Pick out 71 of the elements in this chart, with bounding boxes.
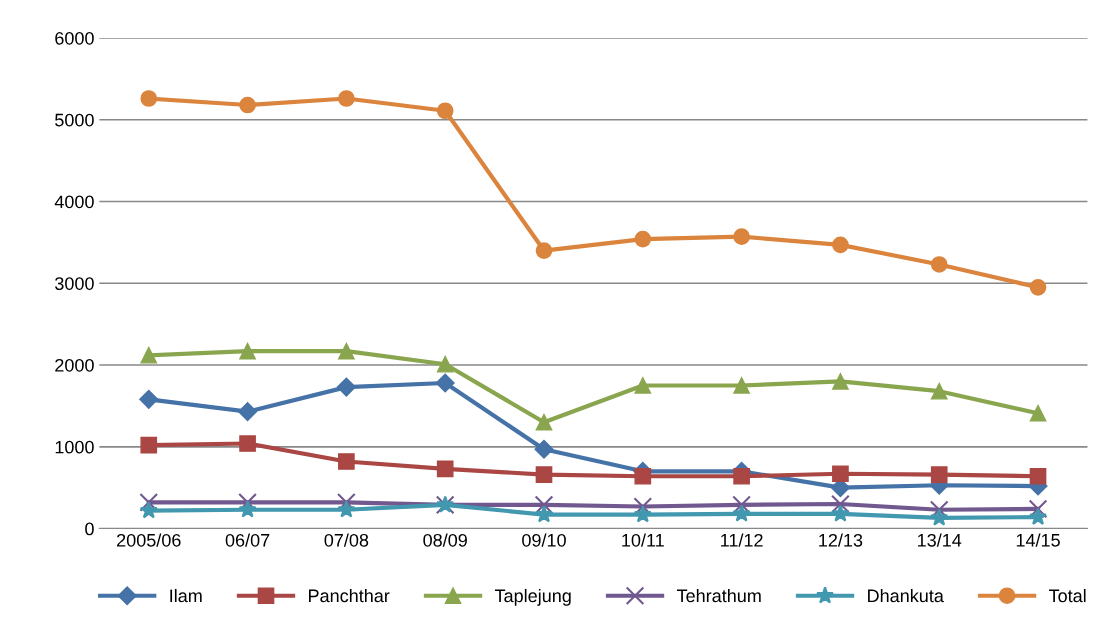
point (140, 90, 158, 107)
point (139, 501, 158, 519)
x-tick-label: 06/07 (225, 533, 270, 547)
point (140, 346, 158, 364)
point (535, 466, 553, 483)
point (338, 342, 355, 360)
legend-label: Total (1048, 588, 1086, 603)
y-tick-label: 1000 (55, 440, 94, 454)
point (534, 439, 554, 459)
point (832, 373, 849, 390)
x-tick-label: 11/12 (721, 533, 763, 547)
point (634, 467, 652, 485)
x-tick-label: 2005/06 (117, 533, 181, 547)
y-tick-label: 3000 (55, 277, 94, 290)
point (338, 453, 355, 470)
point (930, 256, 948, 273)
y-tick-label: 6000 (55, 31, 94, 45)
point (436, 102, 454, 120)
legend-label: Ilam (170, 588, 202, 603)
point (1029, 467, 1047, 485)
point (239, 96, 256, 114)
x-tick-label: 10/11 (622, 533, 664, 547)
legend-label: Taplejung (494, 588, 571, 606)
point (832, 465, 849, 483)
y-tick-label: 4000 (54, 195, 94, 209)
legend-label: Dhankuta (868, 588, 944, 603)
legend-label: Tehrathum (676, 588, 761, 603)
point (238, 402, 258, 422)
point (1029, 404, 1047, 422)
point (239, 435, 256, 452)
point (1029, 279, 1047, 296)
point (831, 494, 850, 514)
point (1029, 507, 1047, 525)
x-tick-label: 07/08 (324, 533, 369, 547)
point (535, 413, 553, 431)
point (634, 377, 652, 394)
y-tick-label: 2000 (55, 358, 94, 372)
point (535, 505, 553, 523)
x-tick-label: 14/15 (1016, 533, 1060, 547)
y-tick-label: 5000 (55, 113, 94, 127)
x-tick-label: 12/13 (819, 533, 863, 547)
legend-label: Panchthar (309, 588, 390, 603)
point (1028, 499, 1048, 519)
point (633, 505, 652, 523)
x-tick-label: 08/09 (423, 533, 467, 547)
point (832, 236, 849, 254)
point (930, 382, 948, 400)
point (239, 342, 256, 360)
point (435, 373, 455, 393)
point (634, 230, 652, 248)
x-tick-label: 13/14 (918, 533, 962, 547)
point (733, 377, 750, 394)
point (930, 466, 948, 483)
x-tick-label: 09/10 (522, 533, 566, 547)
y-tick-label: 0 (85, 522, 94, 536)
point (238, 500, 257, 518)
point (139, 389, 159, 409)
point (831, 504, 850, 522)
point (733, 228, 750, 245)
point (733, 467, 750, 485)
point (140, 436, 158, 454)
point (139, 493, 159, 512)
point (436, 355, 454, 373)
point (436, 460, 454, 478)
point (732, 504, 751, 522)
point (337, 500, 356, 518)
point (336, 377, 356, 397)
point (534, 495, 554, 515)
point (338, 90, 355, 107)
point (535, 242, 553, 259)
point (930, 508, 949, 526)
